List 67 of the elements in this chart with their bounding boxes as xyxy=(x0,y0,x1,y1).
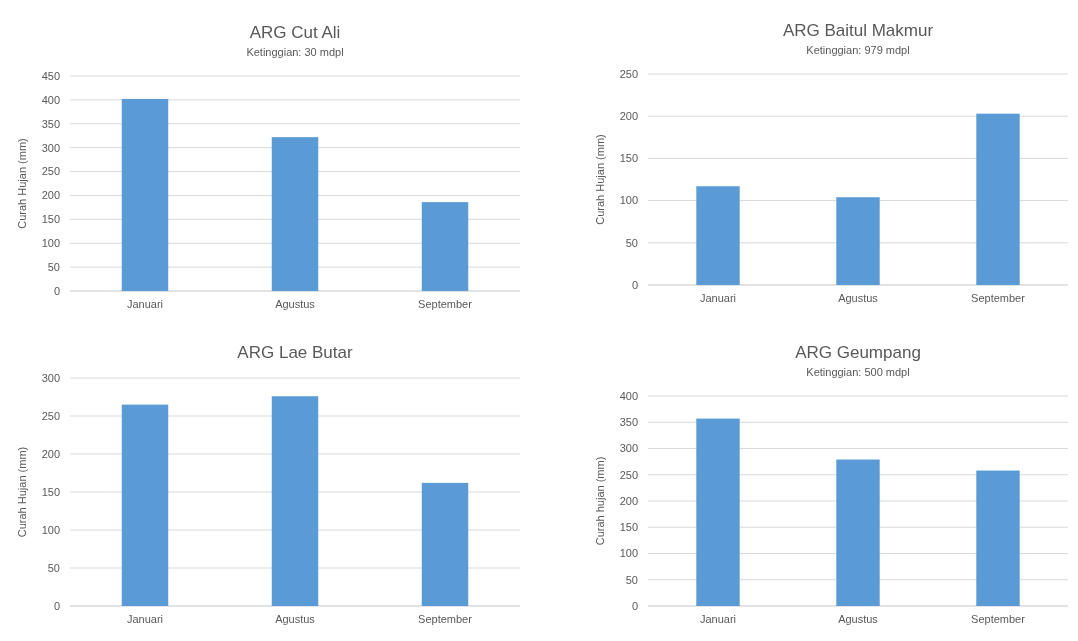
y-tick-label: 0 xyxy=(631,278,638,291)
chart-title: ARG Baitul Makmur xyxy=(782,21,934,40)
x-tick-label: Agustus xyxy=(275,298,316,310)
x-tick-label: Januari xyxy=(126,613,164,625)
chart-subtitle: Ketinggian: 979 mdpl xyxy=(806,44,910,56)
x-tick-label: September xyxy=(971,613,1026,625)
y-tick-label: 150 xyxy=(619,152,638,165)
y-tick-label: 250 xyxy=(41,409,60,422)
y-axis-title: Curah Hujan (mm) xyxy=(16,138,28,229)
y-tick-label: 100 xyxy=(41,523,60,536)
y-tick-label: 400 xyxy=(41,93,60,106)
y-tick-label: 0 xyxy=(53,284,60,297)
x-tick-label: Agustus xyxy=(275,613,316,625)
chart-subtitle: Ketinggian: 30 mdpl xyxy=(246,46,344,58)
y-tick-label: 350 xyxy=(41,117,60,130)
chart-title: ARG Cut Ali xyxy=(249,23,341,42)
chart-title: ARG Geumpang xyxy=(795,343,921,362)
x-tick-label: Januari xyxy=(699,613,737,625)
x-tick-label: Agustus xyxy=(838,613,879,625)
y-tick-label: 350 xyxy=(619,416,638,429)
y-tick-label: 0 xyxy=(53,599,60,612)
y-tick-label: 50 xyxy=(47,561,60,574)
y-tick-label: 50 xyxy=(625,236,638,249)
y-tick-label: 150 xyxy=(41,213,60,226)
bar xyxy=(696,418,740,606)
chart-title: ARG Lae Butar xyxy=(237,343,353,362)
y-tick-label: 50 xyxy=(625,573,638,586)
y-tick-label: 450 xyxy=(41,69,60,82)
x-tick-label: Januari xyxy=(126,298,164,310)
bar xyxy=(836,459,880,606)
chart-subtitle: Ketinggian: 500 mdpl xyxy=(806,366,910,378)
bar xyxy=(421,482,469,606)
y-axis-title: Curah Hujan (mm) xyxy=(594,134,606,225)
y-tick-label: 400 xyxy=(619,389,638,402)
y-tick-label: 200 xyxy=(41,447,60,460)
bar xyxy=(976,470,1020,606)
y-tick-label: 100 xyxy=(619,547,638,560)
y-tick-label: 50 xyxy=(47,260,60,273)
y-tick-label: 300 xyxy=(619,442,638,455)
y-tick-label: 200 xyxy=(619,110,638,123)
bar xyxy=(271,396,319,606)
y-tick-label: 150 xyxy=(41,485,60,498)
y-tick-label: 250 xyxy=(619,67,638,80)
y-axis-title: Curah hujan (mm) xyxy=(594,456,606,546)
y-tick-label: 0 xyxy=(631,599,638,612)
bar xyxy=(271,137,319,291)
y-tick-label: 100 xyxy=(619,194,638,207)
x-tick-label: September xyxy=(418,298,473,310)
bar xyxy=(121,404,169,606)
y-tick-label: 250 xyxy=(41,165,60,178)
y-tick-label: 250 xyxy=(619,468,638,481)
x-tick-label: Agustus xyxy=(838,292,879,304)
y-tick-label: 300 xyxy=(41,141,60,154)
y-axis-title: Curah Hujan (mm) xyxy=(16,446,28,538)
y-tick-label: 150 xyxy=(619,521,638,534)
y-tick-label: 300 xyxy=(41,371,60,384)
bar xyxy=(976,113,1020,285)
bar xyxy=(421,202,469,291)
bar xyxy=(121,98,169,291)
bar xyxy=(696,186,740,285)
y-tick-label: 200 xyxy=(41,189,60,202)
x-tick-label: September xyxy=(971,292,1026,304)
y-tick-label: 200 xyxy=(619,494,638,507)
x-tick-label: Januari xyxy=(699,292,737,304)
bar xyxy=(836,197,880,285)
x-tick-label: September xyxy=(418,613,473,625)
y-tick-label: 100 xyxy=(41,237,60,250)
